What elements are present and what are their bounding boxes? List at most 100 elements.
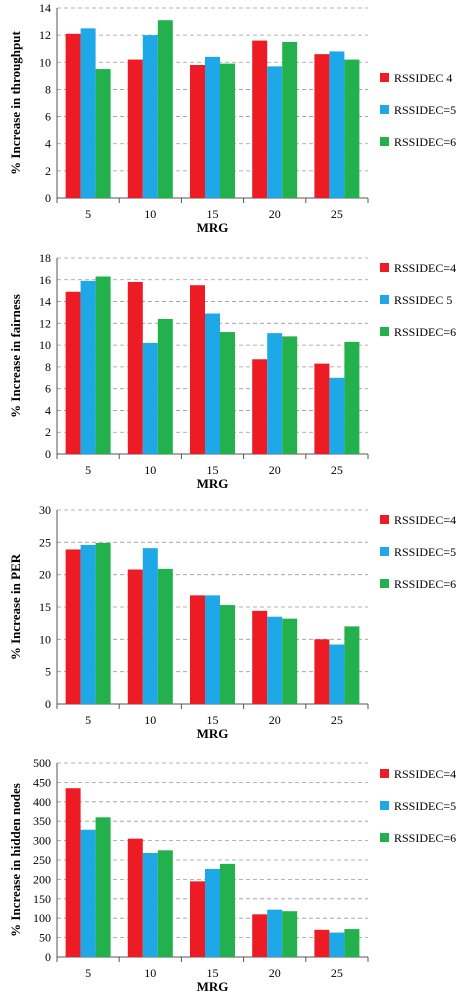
x-tick-label: 10 — [144, 713, 156, 727]
legend-swatch — [380, 579, 389, 588]
y-axis-title: % Increase in hidden nodes — [8, 783, 23, 937]
legend-label: RSSIDEC 5 — [394, 293, 452, 307]
legend-swatch — [380, 515, 389, 524]
bar — [329, 644, 345, 704]
y-axis-title: % Increase in throughput — [8, 31, 23, 175]
y-tick-label: 400 — [33, 795, 51, 809]
y-tick-label: 350 — [33, 814, 51, 828]
bar — [314, 54, 330, 199]
bar — [329, 51, 345, 198]
y-tick-label: 14 — [39, 295, 51, 309]
x-tick-label: 5 — [85, 966, 91, 980]
bar — [65, 33, 81, 199]
y-tick-label: 0 — [45, 191, 51, 205]
legend-label: RSSIDEC=5 — [394, 545, 456, 559]
legend-swatch — [380, 801, 389, 810]
bar — [95, 817, 111, 957]
bar — [142, 548, 158, 704]
bar — [190, 285, 205, 454]
y-tick-label: 20 — [39, 568, 51, 582]
legend-swatch — [380, 263, 389, 272]
legend-label: RSSIDEC=4 — [394, 261, 456, 275]
bar — [80, 280, 96, 454]
bar — [344, 341, 360, 454]
x-tick-label: 25 — [331, 966, 343, 980]
bar — [314, 929, 330, 957]
bar — [267, 66, 283, 198]
x-tick-label: 10 — [144, 966, 156, 980]
legend-swatch — [380, 137, 389, 146]
bar — [190, 881, 205, 957]
x-axis-title: MRG — [197, 979, 229, 993]
y-tick-label: 4 — [45, 403, 51, 417]
y-tick-label: 10 — [39, 55, 51, 69]
bar — [205, 595, 220, 704]
bar — [344, 626, 360, 704]
legend-label: RSSIDEC=4 — [394, 767, 456, 781]
bar — [80, 28, 96, 198]
x-tick-label: 20 — [269, 463, 281, 477]
y-tick-label: 50 — [39, 931, 51, 945]
bar — [80, 544, 96, 704]
x-axis-title: MRG — [197, 726, 229, 741]
bar — [157, 568, 173, 704]
bar — [329, 932, 345, 957]
x-tick-label: 20 — [269, 713, 281, 727]
x-axis-title: MRG — [197, 476, 229, 491]
chart-2: 0 2 4 6 8 10 12 14 16 18 5 10 15 20 25 MRG % Increase in… — [8, 251, 456, 491]
bar — [95, 276, 111, 454]
chart-4: 0 50 100 150 200 250 300 350 400 450 500 5 10 15 20 25 M… — [8, 756, 456, 993]
bar — [282, 618, 298, 704]
y-tick-label: 8 — [45, 82, 51, 96]
y-axis-title: % Increase in fairness — [8, 294, 23, 418]
x-tick-label: 5 — [85, 207, 91, 221]
y-tick-label: 14 — [39, 1, 51, 15]
x-tick-label: 15 — [207, 713, 219, 727]
x-tick-label: 5 — [85, 463, 91, 477]
legend-swatch — [380, 769, 389, 778]
y-tick-label: 12 — [39, 28, 51, 42]
y-tick-label: 200 — [33, 872, 51, 886]
x-tick-label: 10 — [144, 463, 156, 477]
bar — [267, 333, 283, 454]
bar — [220, 863, 235, 957]
chart-1: 0 2 4 6 8 10 12 14 5 10 15 20 25 MRG % Increase in thr… — [8, 1, 456, 235]
bar — [65, 291, 81, 454]
bar — [282, 41, 298, 198]
bar — [205, 56, 220, 198]
bar — [142, 853, 158, 957]
x-axis-title: MRG — [197, 220, 229, 235]
legend-swatch — [380, 295, 389, 304]
bar — [267, 909, 283, 957]
bar — [190, 65, 205, 198]
legend-label: RSSIDEC=6 — [394, 135, 456, 149]
legend-swatch — [380, 327, 389, 336]
bar — [142, 35, 158, 199]
bar — [282, 911, 298, 957]
legend-label: RSSIDEC=5 — [394, 799, 456, 813]
y-tick-label: 6 — [45, 382, 51, 396]
bar — [220, 332, 235, 454]
bar — [314, 363, 330, 454]
y-tick-label: 16 — [39, 273, 51, 287]
bar — [95, 69, 111, 198]
y-tick-label: 100 — [33, 911, 51, 925]
bar — [267, 616, 283, 704]
bar — [252, 914, 268, 957]
bar — [142, 342, 158, 454]
y-tick-label: 4 — [45, 137, 51, 151]
bar — [252, 610, 268, 704]
x-tick-label: 15 — [207, 966, 219, 980]
bar — [127, 569, 143, 704]
bar — [205, 868, 220, 957]
bar — [329, 377, 345, 454]
bar — [252, 40, 268, 199]
bar — [344, 929, 360, 957]
legend-label: RSSIDEC=6 — [394, 577, 456, 591]
x-tick-label: 15 — [207, 207, 219, 221]
bar — [344, 59, 360, 199]
y-tick-label: 300 — [33, 834, 51, 848]
legend-swatch — [380, 105, 389, 114]
bar — [282, 336, 298, 454]
